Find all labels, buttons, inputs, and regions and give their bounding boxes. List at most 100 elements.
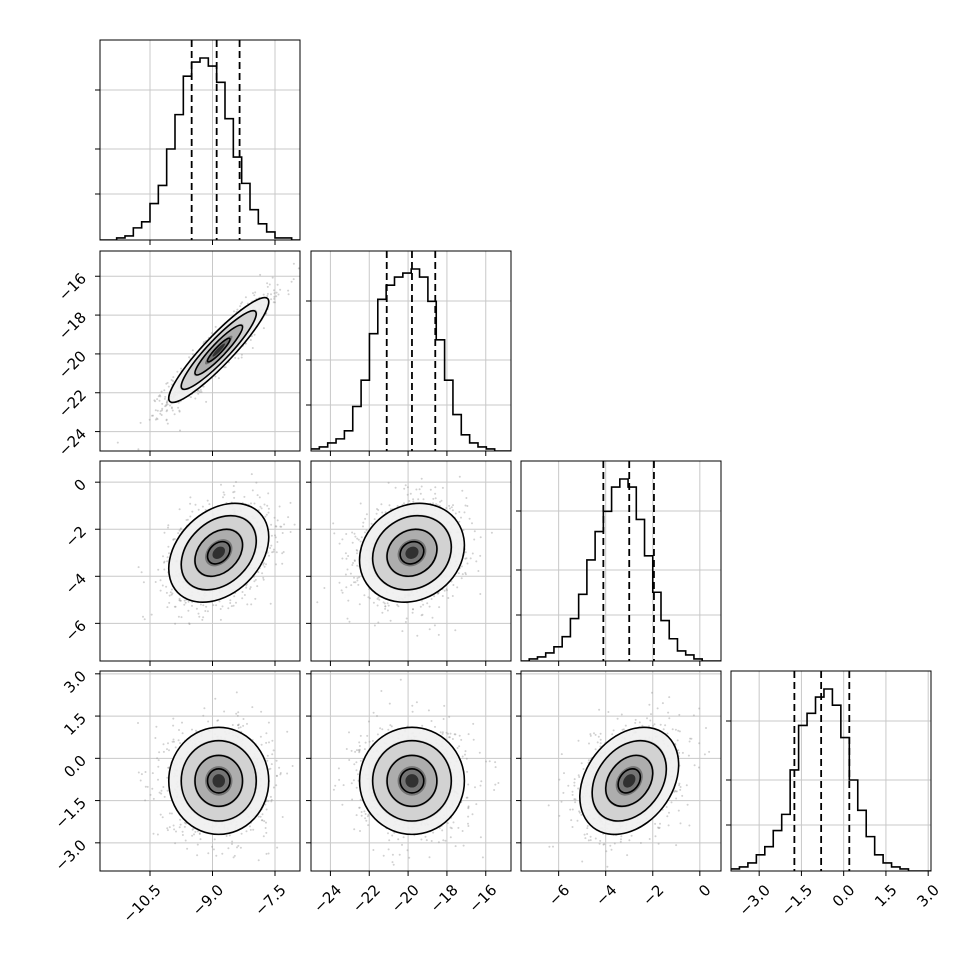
panel-2-2 — [516, 460, 722, 662]
panel-content — [731, 671, 931, 871]
scatter-point — [137, 448, 140, 451]
scatter-point — [256, 494, 259, 497]
scatter-point — [359, 540, 362, 543]
scatter-point — [277, 293, 280, 296]
scatter-point — [387, 604, 390, 607]
scatter-point — [198, 615, 201, 618]
scatter-point — [174, 746, 177, 749]
scatter-point — [263, 503, 266, 506]
scatter-point — [359, 502, 362, 505]
scatter-point — [167, 766, 170, 769]
scatter-point — [173, 413, 176, 416]
scatter-point — [272, 301, 275, 304]
scatter-point — [164, 405, 167, 408]
scatter-point — [170, 407, 173, 410]
scatter-point — [205, 605, 208, 608]
histogram-step — [731, 688, 931, 871]
scatter-point — [241, 301, 244, 304]
scatter-point — [168, 826, 171, 829]
scatter-point — [394, 486, 397, 489]
scatter-point — [203, 340, 206, 343]
scatter-point — [270, 800, 273, 803]
panel-frame — [310, 250, 512, 452]
scatter-point — [383, 602, 386, 605]
scatter-point — [270, 763, 273, 766]
scatter-point — [345, 533, 348, 535]
scatter-point — [353, 532, 356, 535]
scatter-point — [154, 400, 157, 403]
scatter-point — [384, 605, 387, 608]
scatter-point — [219, 618, 222, 621]
scatter-point — [381, 611, 384, 614]
scatter-point — [139, 421, 142, 424]
scatter-point — [274, 301, 276, 304]
scatter-point — [174, 842, 177, 845]
scatter-point — [473, 530, 476, 533]
scatter-point — [473, 538, 476, 541]
scatter-point — [187, 609, 190, 612]
scatter-point — [219, 608, 222, 610]
scatter-point — [291, 765, 294, 767]
scatter-point — [187, 600, 190, 603]
panel-2-0 — [99, 460, 310, 662]
scatter-point — [188, 623, 191, 625]
scatter-point — [412, 608, 414, 611]
scatter-point — [249, 586, 252, 589]
scatter-point — [461, 573, 464, 576]
scatter-point — [345, 586, 348, 589]
scatter-point — [153, 399, 156, 402]
scatter-point — [168, 812, 171, 815]
scatter-point — [358, 603, 361, 606]
scatter-point — [275, 291, 278, 294]
scatter-point — [178, 597, 181, 600]
scatter-point — [165, 401, 168, 404]
scatter-point — [433, 624, 436, 627]
scatter-point — [177, 615, 180, 618]
scatter-point — [464, 571, 467, 574]
scatter-point — [213, 838, 216, 841]
scatter-point — [166, 403, 169, 406]
scatter-point — [142, 615, 144, 618]
scatter-point — [439, 500, 441, 503]
scatter-point — [365, 513, 368, 516]
scatter-point — [237, 724, 240, 727]
scatter-point — [460, 577, 463, 580]
scatter-point — [140, 571, 143, 574]
panel-frame — [99, 39, 301, 241]
scatter-point — [265, 563, 267, 566]
scatter-point — [265, 513, 268, 516]
scatter-point — [458, 511, 461, 513]
scatter-point — [415, 488, 418, 491]
scatter-point — [178, 410, 181, 413]
scatter-point — [178, 508, 181, 511]
scatter-point — [142, 581, 145, 584]
scatter-point — [308, 472, 310, 474]
scatter-point — [222, 491, 225, 494]
scatter-point — [237, 723, 240, 726]
scatter-point — [437, 592, 439, 595]
scatter-point — [223, 366, 226, 369]
scatter-point — [433, 595, 436, 598]
scatter-point — [179, 818, 182, 821]
scatter-point — [260, 819, 263, 822]
panel-3-3 — [726, 670, 932, 872]
scatter-point — [259, 273, 262, 276]
scatter-point — [212, 604, 215, 607]
scatter-point — [161, 816, 164, 819]
scatter-point — [260, 710, 263, 713]
scatter-point — [174, 622, 177, 625]
scatter-point — [450, 506, 453, 509]
scatter-point — [214, 325, 217, 328]
scatter-point — [249, 339, 252, 341]
scatter-point — [173, 605, 176, 608]
scatter-point — [163, 531, 166, 534]
scatter-point — [275, 525, 278, 528]
scatter-point — [155, 417, 158, 420]
scatter-point — [202, 616, 205, 619]
scatter-point — [189, 502, 192, 505]
scatter-point — [287, 289, 290, 292]
scatter-point — [376, 604, 379, 607]
scatter-point — [183, 599, 186, 602]
density-fill — [405, 546, 419, 559]
scatter-point — [144, 799, 147, 802]
